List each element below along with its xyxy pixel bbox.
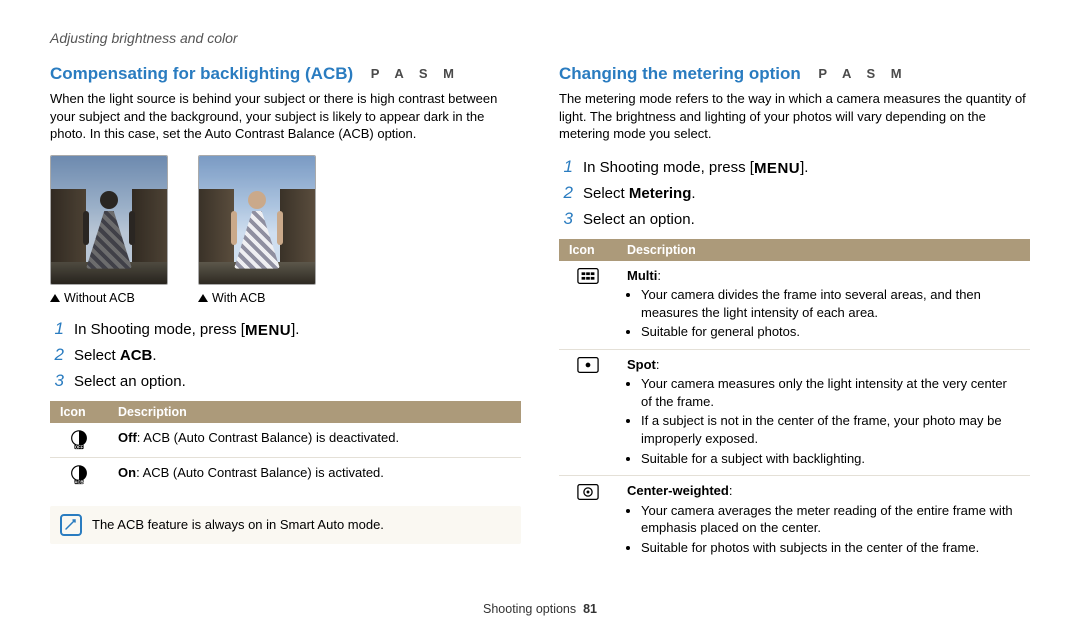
right-table: Icon Description Multi: Your camera divi… [559,239,1030,565]
metering-multi-icon [577,267,599,285]
step2-bold: ACB [120,347,153,364]
right-steps: 1 In Shooting mode, press [MENU]. 2 Sele… [559,157,1030,229]
sample-with-acb: With ACB [198,155,316,305]
triangle-icon [50,294,60,302]
menu-key: MENU [245,322,291,339]
step-number: 1 [50,319,64,339]
svg-text:ACB: ACB [75,479,84,484]
left-note: The ACB feature is always on in Smart Au… [50,506,521,544]
step3: Select an option. [583,211,695,228]
note-text: The ACB feature is always on in Smart Au… [92,517,384,532]
table-row: Multi: Your camera divides the frame int… [559,261,1030,350]
acb-off-icon: OFF [68,429,90,451]
row-off-b: Off [118,430,137,445]
cw-li2: Suitable for photos with subjects in the… [641,539,1020,557]
th-desc: Description [108,401,521,423]
footer-section: Shooting options [483,602,576,616]
svg-text:OFF: OFF [75,444,84,449]
left-steps: 1 In Shooting mode, press [MENU]. 2 Sele… [50,319,521,391]
step-number: 2 [559,183,573,203]
th-icon: Icon [559,239,617,261]
left-table: Icon Description OFF Off: ACB (Auto Cont… [50,401,521,492]
left-column: Compensating for backlighting (ACB) P A … [50,64,521,564]
step1-pre: In Shooting mode, press [ [74,321,245,338]
breadcrumb: Adjusting brightness and color [50,30,1030,46]
step2-bold: Metering [629,185,692,202]
right-modebar: P A S M [818,66,907,81]
spot-title: Spot [627,357,656,372]
sample-without-acb: Without ACB [50,155,168,305]
note-icon [60,514,82,536]
step2-post: . [152,347,156,364]
right-intro: The metering mode refers to the way in w… [559,90,1030,143]
footer-page: 81 [583,602,597,616]
left-modebar: P A S M [371,66,460,81]
multi-li1: Your camera divides the frame into sever… [641,286,1020,321]
caption-without: Without ACB [64,291,135,305]
metering-spot-icon [577,356,599,374]
row-off-rest: : ACB (Auto Contrast Balance) is deactiv… [137,430,399,445]
spot-li1: Your camera measures only the light inte… [641,375,1020,410]
acb-on-icon: ACB [68,464,90,486]
table-row: Spot: Your camera measures only the ligh… [559,349,1030,475]
step-number: 2 [50,345,64,365]
spot-li3: Suitable for a subject with backlighting… [641,450,1020,468]
step1-pre: In Shooting mode, press [ [583,159,754,176]
step1-post: ]. [291,321,299,338]
step2-pre: Select [583,185,629,202]
page-footer: Shooting options 81 [0,602,1080,616]
step2-pre: Select [74,347,120,364]
step-number: 1 [559,157,573,177]
th-desc: Description [617,239,1030,261]
left-title: Compensating for backlighting (ACB) [50,64,353,83]
step-number: 3 [559,209,573,229]
multi-li2: Suitable for general photos. [641,323,1020,341]
step3: Select an option. [74,373,186,390]
cw-title: Center-weighted [627,483,729,498]
step2-post: . [691,185,695,202]
right-title: Changing the metering option [559,64,801,83]
cw-li1: Your camera averages the meter reading o… [641,502,1020,537]
left-intro: When the light source is behind your sub… [50,90,521,143]
spot-li2: If a subject is not in the center of the… [641,412,1020,447]
row-on-b: On [118,465,136,480]
step-number: 3 [50,371,64,391]
table-row: ACB On: ACB (Auto Contrast Balance) is a… [50,457,521,492]
table-row: OFF Off: ACB (Auto Contrast Balance) is … [50,423,521,458]
step1-post: ]. [800,159,808,176]
caption-with: With ACB [212,291,266,305]
metering-center-weighted-icon [577,483,599,501]
th-icon: Icon [50,401,108,423]
triangle-icon [198,294,208,302]
right-column: Changing the metering option P A S M The… [559,64,1030,564]
menu-key: MENU [754,160,800,177]
table-row: Center-weighted: Your camera averages th… [559,476,1030,565]
multi-title: Multi [627,268,657,283]
row-on-rest: : ACB (Auto Contrast Balance) is activat… [136,465,384,480]
